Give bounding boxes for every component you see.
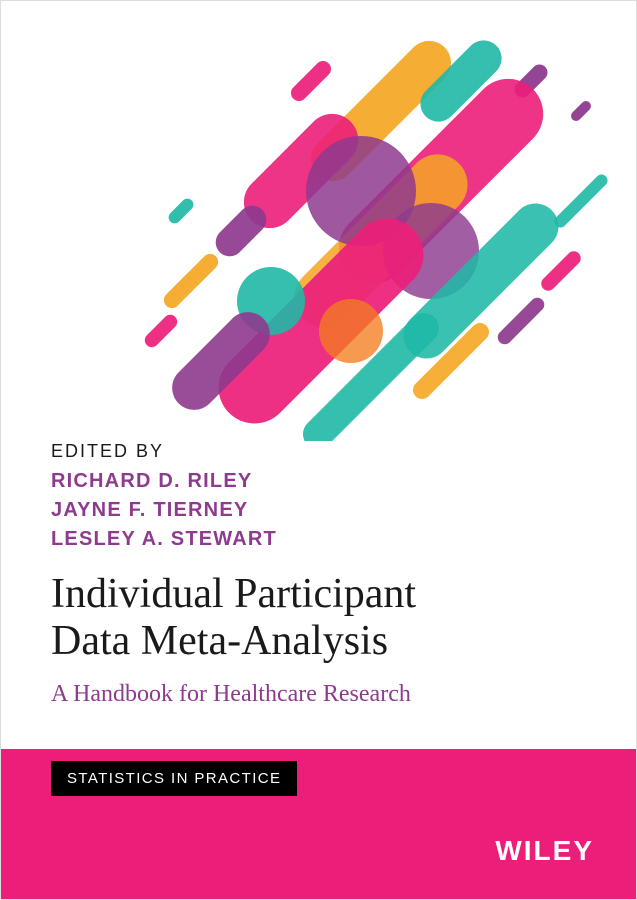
editors-list: RICHARD D. RILEY JAYNE F. TIERNEY LESLEY… (51, 467, 277, 554)
book-title: Individual Participant Data Meta-Analysi… (51, 571, 416, 665)
book-cover: EDITED BY RICHARD D. RILEY JAYNE F. TIER… (0, 0, 637, 900)
editor-name: JAYNE F. TIERNEY (51, 496, 277, 525)
cover-graphic (121, 21, 621, 441)
cover-upper-panel: EDITED BY RICHARD D. RILEY JAYNE F. TIER… (1, 1, 636, 751)
title-line: Data Meta-Analysis (51, 618, 388, 664)
editor-name: LESLEY A. STEWART (51, 525, 277, 554)
publisher-logo: WILEY (495, 835, 594, 867)
editor-name: RICHARD D. RILEY (51, 467, 277, 496)
series-badge: STATISTICS IN PRACTICE (51, 761, 297, 796)
title-line: Individual Participant (51, 571, 416, 617)
book-subtitle: A Handbook for Healthcare Research (51, 681, 411, 708)
edited-by-label: EDITED BY (51, 441, 164, 462)
